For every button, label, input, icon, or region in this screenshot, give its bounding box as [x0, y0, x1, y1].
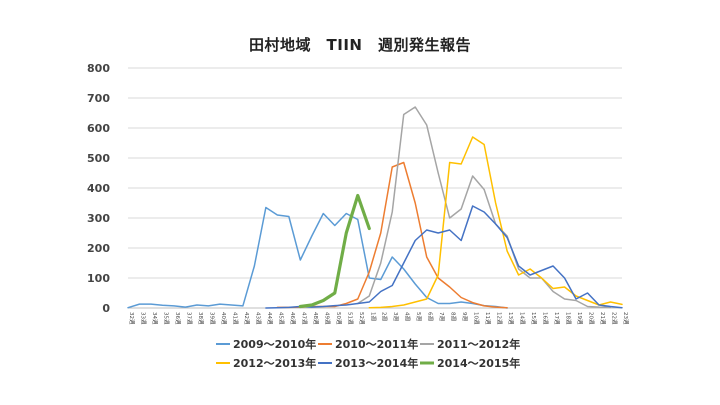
- x-tick-label: 12週: [496, 312, 504, 325]
- x-tick-label: 19週: [576, 312, 584, 325]
- x-tick-label: 15週: [530, 312, 538, 325]
- x-tick-label: 9週: [461, 312, 469, 321]
- x-tick-label: 1週: [369, 312, 377, 321]
- y-tick-label: 800: [87, 62, 110, 75]
- x-tick-label: 13週: [507, 312, 515, 325]
- x-tick-label: 14週: [519, 312, 527, 325]
- x-tick-label: 49週: [323, 312, 331, 325]
- gridlines: [128, 67, 622, 309]
- x-tick-label: 17週: [553, 312, 561, 325]
- x-tick-label: 48週: [312, 312, 320, 325]
- x-tick-label: 8週: [450, 312, 458, 321]
- x-tick-label: 34週: [151, 312, 159, 325]
- x-tick-label: 33週: [139, 312, 147, 325]
- x-tick-label: 21週: [599, 312, 607, 325]
- y-tick-label: 400: [87, 182, 110, 195]
- y-tick-label: 200: [87, 242, 110, 255]
- x-tick-label: 45週: [277, 312, 285, 325]
- x-tick-label: 22週: [611, 312, 619, 325]
- x-axis-ticks: 32週 33週 34週 35週 36週 37週 38週 39週 40週 41週 42週 43週 44週 4…: [128, 312, 630, 325]
- x-tick-label: 32週: [128, 312, 136, 325]
- x-tick-label: 7週: [438, 312, 446, 321]
- x-tick-label: 23週: [622, 312, 630, 325]
- legend-label: 2013～2014年: [335, 356, 418, 370]
- legend-label: 2014～2015年: [437, 356, 520, 370]
- legend-label: 2011～2012年: [437, 337, 520, 351]
- x-tick-label: 36週: [174, 312, 182, 325]
- series-line-5: [298, 193, 371, 309]
- y-axis-ticks: 0 100 200 300 400 500 600 700 800: [87, 62, 110, 315]
- x-tick-label: 4週: [404, 312, 412, 321]
- x-tick-label: 20週: [588, 312, 596, 325]
- x-tick-label: 5週: [415, 312, 423, 321]
- y-tick-label: 0: [102, 302, 110, 315]
- x-tick-label: 41週: [231, 312, 239, 325]
- x-tick-label: 51週: [346, 312, 354, 325]
- x-tick-label: 16週: [542, 312, 550, 325]
- y-tick-label: 600: [87, 122, 110, 135]
- x-tick-label: 46週: [289, 312, 297, 325]
- x-tick-label: 38週: [197, 312, 205, 325]
- x-tick-label: 10週: [473, 312, 481, 325]
- legend: 2009～2010年 2010～2011年 2011～2012年 2012～2013年…: [216, 337, 520, 370]
- legend-label: 2012～2013年: [233, 356, 316, 370]
- series-lines: [127, 106, 623, 309]
- x-tick-label: 11週: [484, 312, 492, 325]
- x-tick-label: 42週: [243, 312, 251, 325]
- series-line-2: [357, 106, 612, 309]
- x-tick-label: 6週: [427, 312, 435, 321]
- x-tick-label: 50週: [335, 312, 343, 325]
- legend-label: 2010～2011年: [335, 337, 418, 351]
- x-tick-label: 52週: [358, 312, 366, 325]
- y-tick-label: 300: [87, 212, 110, 225]
- x-tick-label: 18週: [565, 312, 573, 325]
- legend-label: 2009～2010年: [233, 337, 316, 351]
- x-tick-label: 44週: [266, 312, 274, 325]
- x-tick-label: 3週: [392, 312, 400, 321]
- x-tick-label: 40週: [220, 312, 228, 325]
- x-tick-label: 2週: [381, 312, 389, 321]
- x-tick-label: 43週: [254, 312, 262, 325]
- x-tick-label: 47週: [300, 312, 308, 325]
- series-line-4: [265, 205, 623, 309]
- chart-title: 田村地域 TIIN 週別発生報告: [249, 36, 471, 54]
- x-tick-label: 35週: [162, 312, 170, 325]
- series-line-0: [127, 206, 508, 309]
- x-tick-label: 39週: [208, 312, 216, 325]
- y-tick-label: 100: [87, 272, 110, 285]
- y-tick-label: 500: [87, 152, 110, 165]
- y-tick-label: 700: [87, 92, 110, 105]
- x-tick-label: 37週: [185, 312, 193, 325]
